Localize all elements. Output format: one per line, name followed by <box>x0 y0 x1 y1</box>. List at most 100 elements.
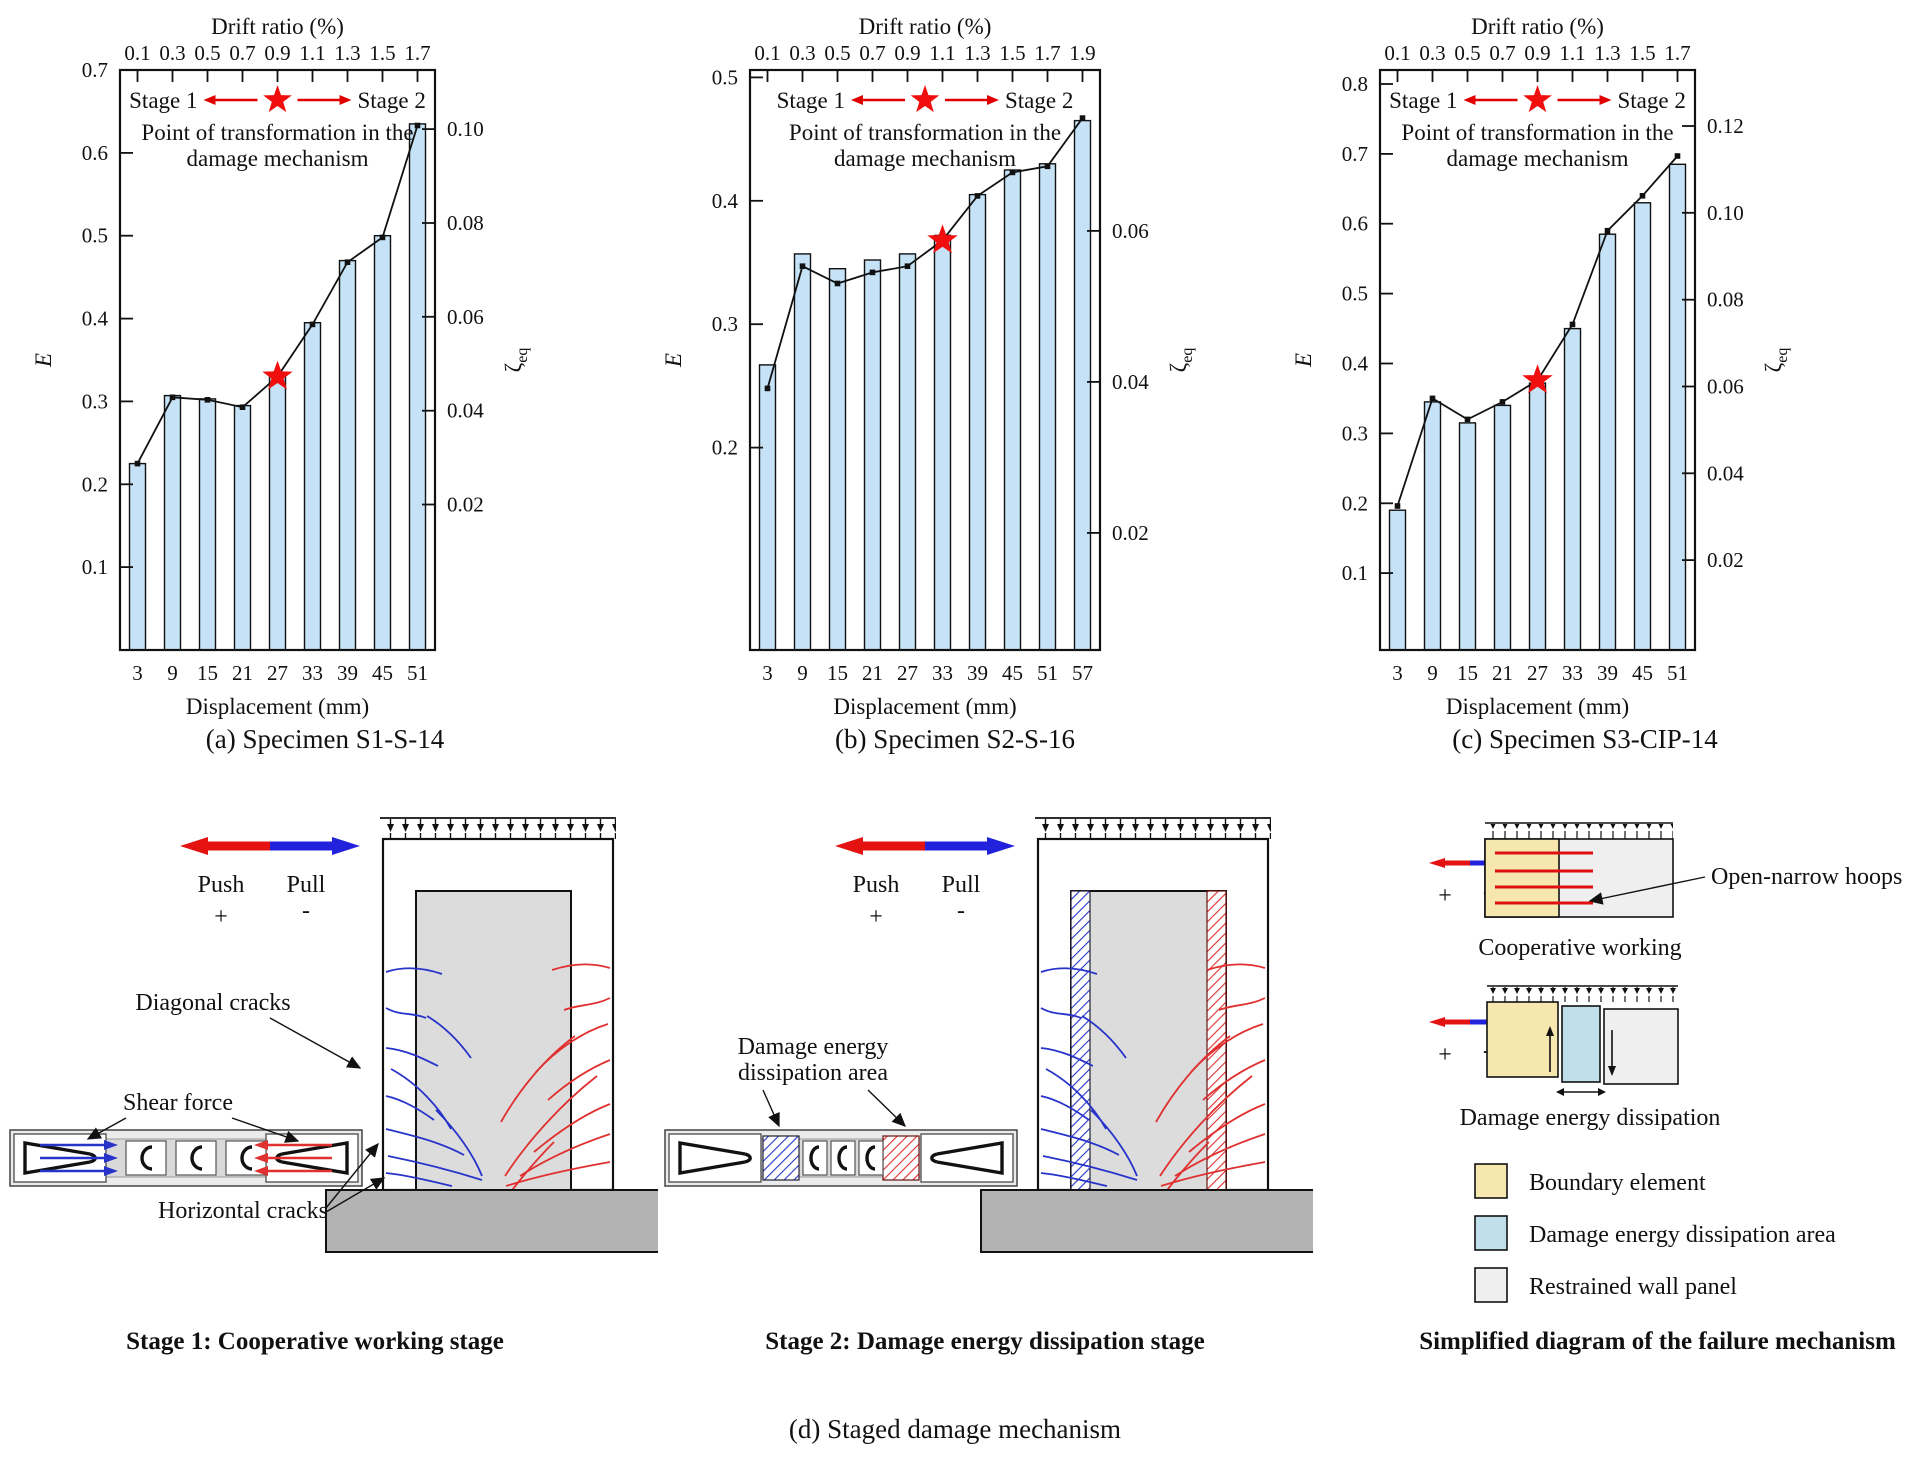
line-marker <box>379 234 386 241</box>
dissipation-strip-blue <box>1070 890 1091 1191</box>
x-tick-label: 9 <box>167 661 178 685</box>
x-tick-label: 3 <box>762 661 773 685</box>
foundation <box>980 1189 1313 1253</box>
transformation-star <box>927 224 958 254</box>
stage1-diagram: Push + Pull - <box>9 817 658 1253</box>
stage2-label: Stage 2 <box>1005 88 1073 113</box>
chart-a-caption: (a) Specimen S1-S-14 <box>205 724 445 754</box>
bar <box>1003 169 1022 651</box>
load-arrows <box>1487 987 1678 1002</box>
line-marker <box>1639 193 1646 199</box>
bar <box>233 404 252 651</box>
right-tick-label: 0.06 <box>1112 219 1149 243</box>
line-marker <box>1499 399 1506 405</box>
bar <box>338 259 357 651</box>
left-tick-label: 0.1 <box>82 555 108 579</box>
right-tick-label: 0.04 <box>1707 461 1744 485</box>
line-marker <box>1429 395 1436 402</box>
legend-star-icon <box>263 85 292 113</box>
bar <box>1493 404 1512 651</box>
x-axis-title: Displacement (mm) <box>186 694 369 719</box>
bar <box>933 234 952 651</box>
horizontal-cracks-label: Horizontal cracks <box>158 1198 328 1224</box>
bar <box>1633 202 1652 651</box>
transformation-star <box>262 360 293 390</box>
top-tick-label: 1.7 <box>1034 41 1060 65</box>
chart-b-caption: (b) Specimen S2-S-16 <box>835 724 1075 754</box>
x-tick-label: 9 <box>1427 661 1438 685</box>
right-tick-label: 0.10 <box>447 117 484 141</box>
top-tick-label: 0.5 <box>824 41 850 65</box>
line-marker <box>834 280 841 287</box>
x-tick-label: 15 <box>197 661 218 685</box>
top-tick-label: 0.9 <box>264 41 290 65</box>
top-tick-label: 0.7 <box>1489 41 1515 65</box>
x-tick-label: 33 <box>932 661 953 685</box>
load-arrows <box>380 819 616 839</box>
x-tick-label: 9 <box>797 661 808 685</box>
x-tick-label: 51 <box>1667 661 1688 685</box>
x-tick-label: 39 <box>337 661 358 685</box>
dissipation-area-blue <box>762 1135 800 1181</box>
stage2-caption: Stage 2: Damage energy dissipation stage <box>765 1328 1205 1355</box>
right-tick-label: 0.08 <box>447 211 484 235</box>
stage1-label: Stage 1 <box>777 88 845 113</box>
damage-dissipation-label: Damage energy dissipation <box>1460 1105 1721 1131</box>
top-tick-label: 0.9 <box>894 41 920 65</box>
load-arrows <box>1035 819 1271 839</box>
line-marker <box>239 404 246 410</box>
top-axis-title: Drift ratio (%) <box>859 14 992 39</box>
x-tick-label: 51 <box>1037 661 1058 685</box>
bar <box>1388 509 1407 651</box>
left-tick-label: 0.5 <box>1342 282 1368 306</box>
cooperative-working-label: Cooperative working <box>1478 935 1681 961</box>
top-tick-label: 1.9 <box>1069 41 1095 65</box>
x-tick-label: 27 <box>897 661 918 685</box>
top-tick-label: 1.1 <box>929 41 955 65</box>
stage1-caption: Stage 1: Cooperative working stage <box>126 1328 504 1355</box>
line-marker <box>974 193 981 199</box>
legend-swatch-dissipation <box>1474 1215 1508 1251</box>
left-tick-label: 0.3 <box>1342 421 1368 445</box>
line-marker <box>1044 163 1051 170</box>
bar <box>128 462 147 651</box>
bar <box>408 123 427 651</box>
line-marker <box>1569 321 1576 328</box>
bar <box>1528 382 1547 651</box>
bar <box>1598 233 1617 651</box>
right-axis-title: ζeq <box>1761 348 1791 373</box>
minus-label: - <box>957 898 965 924</box>
pull-label: Pull <box>287 872 326 898</box>
boundary-hoop-left <box>23 1140 91 1176</box>
x-tick-label: 15 <box>1457 661 1478 685</box>
left-tick-label: 0.1 <box>1342 561 1368 585</box>
line-marker <box>134 460 141 467</box>
top-tick-label: 0.9 <box>1524 41 1550 65</box>
left-tick-label: 0.7 <box>1342 142 1368 166</box>
legend-label-restrained: Restrained wall panel <box>1529 1274 1737 1300</box>
legend-star-icon <box>1523 85 1552 113</box>
right-tick-label: 0.02 <box>1112 521 1149 545</box>
bar <box>163 394 182 651</box>
open-hoop-icon <box>865 1145 876 1171</box>
transformation-star <box>1522 364 1553 394</box>
top-axis-title: Drift ratio (%) <box>1471 14 1604 39</box>
x-tick-label: 57 <box>1072 661 1093 685</box>
bar <box>863 259 882 651</box>
restrained-panel <box>1603 1008 1679 1085</box>
shear-force-label: Shear force <box>123 1090 233 1116</box>
push-pull-arrow <box>835 837 1015 855</box>
x-tick-label: 3 <box>1392 661 1403 685</box>
open-hoop-icon <box>140 1145 153 1171</box>
top-tick-label: 1.3 <box>334 41 360 65</box>
boundary-element <box>1484 838 1560 918</box>
plus-label: + <box>214 904 228 930</box>
bar <box>198 398 217 651</box>
legend: Boundary element Damage energy dissipati… <box>1474 1163 1836 1303</box>
legend-swatch-boundary <box>1474 1163 1508 1199</box>
push-pull-arrow <box>180 837 360 855</box>
top-tick-label: 0.7 <box>859 41 885 65</box>
legend-swatch-restrained <box>1474 1267 1508 1303</box>
note-line1: Point of transformation in the <box>141 120 413 145</box>
boundary-hoop-right <box>281 1140 349 1176</box>
